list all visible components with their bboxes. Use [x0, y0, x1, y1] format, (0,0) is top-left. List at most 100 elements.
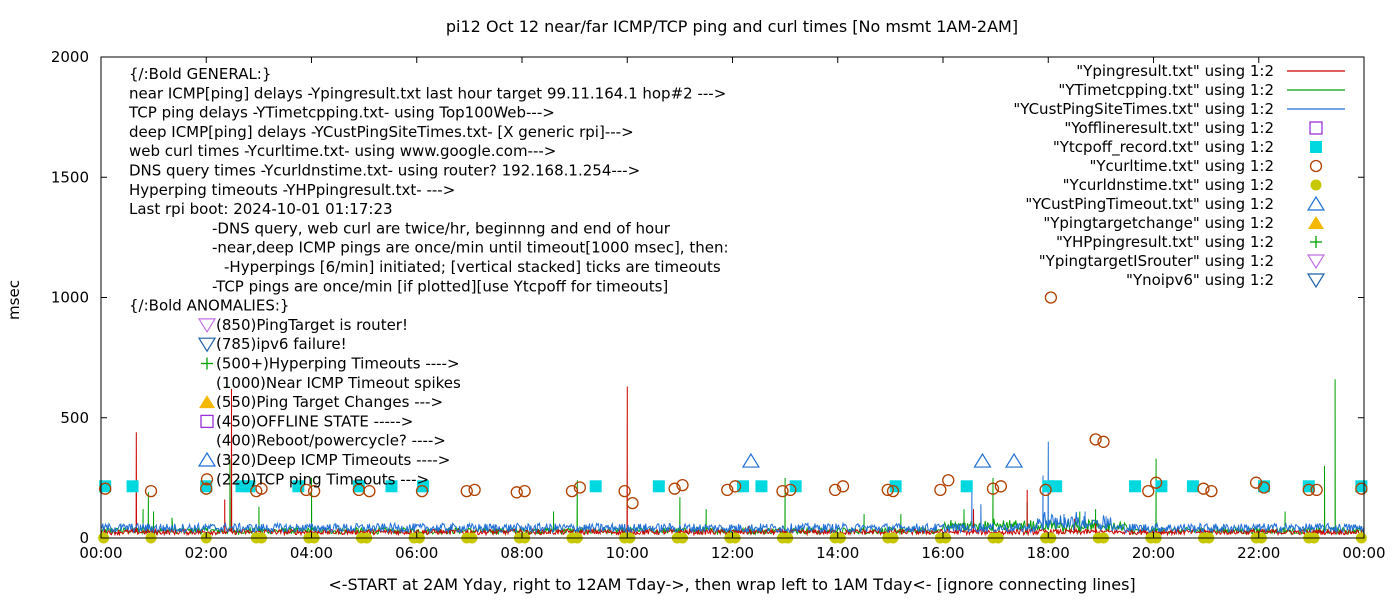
tcpoff-marker	[385, 480, 398, 493]
legend-symbol	[1309, 159, 1323, 173]
y-tick-label: 1500	[51, 168, 89, 186]
legend-label: "Ycurldnstime.txt" using 1:2	[1063, 176, 1274, 194]
tcpoff-marker	[755, 480, 768, 493]
curl-marker	[1257, 481, 1271, 494]
x-tick-label: 22:00	[1237, 544, 1280, 562]
annotation-line: (400)Reboot/powercycle? ---->	[216, 432, 446, 450]
tcpoff-marker	[1155, 480, 1168, 493]
curl-marker	[1097, 435, 1110, 448]
curl-marker	[573, 481, 587, 494]
anomaly-symbol	[197, 318, 217, 334]
curl-marker	[255, 482, 268, 495]
axis-layer: 00:00 02:00 04:00 06:00 08:00 10:00 12:00 14:00…	[51, 48, 1386, 562]
annotation-line: DNS query times -Ycurldnstime.txt- using…	[129, 162, 640, 180]
curl-marker	[1302, 483, 1315, 497]
tcpoff-marker	[352, 480, 365, 493]
annotation-line: (450)OFFLINE STATE ----->	[216, 412, 413, 430]
y-tick-label: 500	[60, 409, 89, 427]
legend-label: "Ytcpoff_record.txt" using 1:2	[1053, 138, 1274, 157]
y-axis-label: msec	[5, 280, 23, 320]
curl-marker	[668, 482, 681, 495]
curl-marker	[300, 483, 313, 497]
curl-marker	[468, 483, 481, 497]
series-line	[101, 379, 1364, 536]
curl-marker	[784, 483, 797, 497]
curl-marker	[626, 496, 639, 510]
legend-label: "Ypingresult.txt" using 1:2	[1076, 62, 1274, 80]
annotation-line: (850)PingTarget is router!	[216, 316, 408, 334]
annotation-line: (785)ipv6 failure!	[216, 335, 347, 353]
curl-marker	[881, 483, 894, 497]
annotation-line: (1000)Near ICMP Timeout spikes	[216, 374, 461, 392]
y-tick-label: 2000	[51, 48, 89, 66]
curl-marker	[828, 483, 842, 497]
x-tick-label: 10:00	[606, 544, 649, 562]
legend-label: "YCustPingTimeout.txt" using 1:2	[1025, 195, 1274, 213]
tcpoff-marker	[126, 480, 139, 493]
x-tick-label: 16:00	[921, 544, 964, 562]
legend-symbol	[1306, 195, 1326, 211]
y-tick-label: 1000	[51, 289, 89, 307]
x-tick-label: 20:00	[1132, 544, 1175, 562]
legend-label: "Yofflineresult.txt" using 1:2	[1064, 119, 1274, 137]
annotation-line: deep ICMP[ping] delays -YCustPingSiteTim…	[129, 123, 634, 141]
annotation-line: -TCP pings are once/min [if plotted][use…	[212, 277, 668, 295]
deep-timeout-marker	[1004, 452, 1024, 468]
deep-timeout-marker	[741, 452, 760, 468]
curl-marker	[676, 478, 689, 492]
legend-label: "YCustPingSiteTimes.txt" using 1:2	[1013, 100, 1274, 118]
tcpoff-marker	[1050, 480, 1063, 493]
curl-marker	[565, 484, 579, 498]
curl-marker	[415, 484, 429, 498]
curl-marker	[510, 486, 523, 499]
legend-label: "Ypingtargetchange" using 1:2	[1043, 214, 1274, 232]
x-tick-label: 14:00	[816, 544, 859, 562]
y-tick-label: 0	[79, 529, 89, 547]
curl-marker	[728, 480, 742, 493]
curl-marker	[886, 484, 900, 498]
x-tick-label: 02:00	[185, 544, 228, 562]
curl-marker	[776, 484, 789, 498]
curl-marker	[1149, 476, 1163, 489]
series-line	[101, 441, 1364, 535]
annotation-line: -near,deep ICMP pings are once/min until…	[212, 239, 729, 257]
annotation-line: web curl times -Ycurltime.txt- using www…	[129, 142, 556, 160]
tcpoff-marker	[1355, 480, 1368, 493]
legend-label: "Ynoipv6" using 1:2	[1126, 271, 1274, 289]
curl-marker	[144, 484, 158, 498]
annotation-line: (550)Ping Target Changes --->	[216, 393, 443, 411]
annotation-line: -DNS query, web curl are twice/hr, begin…	[212, 219, 671, 237]
curl-marker	[200, 482, 213, 495]
x-tick-label: 00:00	[1342, 544, 1385, 562]
curl-marker	[363, 484, 376, 498]
curl-marker	[942, 474, 955, 487]
curl-marker	[618, 484, 631, 498]
curl-marker	[1205, 484, 1218, 498]
tcpoff-marker	[99, 480, 112, 493]
curl-marker	[934, 483, 947, 497]
tcpoff-marker	[960, 480, 973, 493]
legend-label: "YHPpingresult.txt" using 1:2	[1056, 233, 1274, 251]
x-tick-label: 12:00	[711, 544, 754, 562]
legend-symbol	[1306, 254, 1326, 270]
tcpoff-marker	[1129, 480, 1142, 493]
legend-label: "Ycurltime.txt" using 1:2	[1089, 157, 1274, 175]
curl-marker	[721, 483, 734, 497]
annotation-line: -Hyperpings [6/min] initiated; [vertical…	[224, 258, 721, 276]
annotation-line: Last rpi boot: 2024-10-01 01:17:23	[129, 200, 393, 218]
annotation-line: (320)Deep ICMP Timeouts ---->	[216, 451, 450, 469]
curl-marker	[836, 480, 850, 493]
legend-label: "YpingtargetISrouter" using 1:2	[1039, 252, 1274, 270]
legend-symbol	[1310, 141, 1322, 153]
anomaly-symbol	[199, 395, 215, 409]
anomaly-symbol	[197, 451, 217, 467]
x-tick-label: 08:00	[500, 544, 543, 562]
annotation-layer: {/:Bold GENERAL:}near ICMP[ping] delays …	[128, 65, 729, 488]
tcpoff-marker	[589, 480, 602, 493]
legend: "Ypingresult.txt" using 1:2"YTimetcpping…	[1013, 62, 1345, 289]
curl-marker	[99, 482, 112, 495]
legend-symbol	[1309, 121, 1323, 135]
anomaly-symbol	[197, 337, 217, 353]
x-tick-label: 06:00	[395, 544, 438, 562]
